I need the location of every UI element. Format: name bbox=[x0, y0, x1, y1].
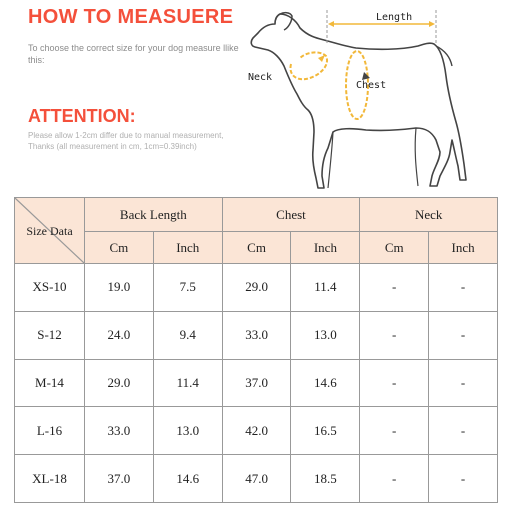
value-cell: 29.0 bbox=[84, 358, 154, 408]
table-row: XS-10 19.0 7.5 29.0 11.4 - - bbox=[14, 263, 498, 312]
size-cell: XL-18 bbox=[14, 454, 85, 503]
value-cell: 9.4 bbox=[152, 310, 223, 360]
neck-label: Neck bbox=[248, 72, 272, 83]
value-cell: - bbox=[359, 310, 430, 360]
value-cell: - bbox=[359, 406, 430, 456]
value-cell: 11.4 bbox=[152, 358, 223, 408]
value-cell: 29.0 bbox=[221, 263, 292, 312]
group-header-neck: Neck bbox=[359, 197, 498, 232]
group-header-back-length: Back Length bbox=[84, 197, 223, 232]
table-row: M-14 29.0 11.4 37.0 14.6 - - bbox=[14, 358, 498, 408]
value-cell: 7.5 bbox=[152, 263, 223, 312]
value-cell: - bbox=[428, 263, 498, 312]
size-cell: XS-10 bbox=[14, 263, 85, 312]
value-cell: - bbox=[428, 358, 498, 408]
size-cell: L-16 bbox=[14, 406, 85, 456]
corner-diagonal bbox=[15, 198, 84, 263]
table-row: XL-18 37.0 14.6 47.0 18.5 - - bbox=[14, 454, 498, 503]
value-cell: 42.0 bbox=[221, 406, 292, 456]
value-cell: - bbox=[359, 263, 430, 312]
neck-arrow-head bbox=[318, 55, 325, 62]
corner-label: Size Data bbox=[26, 223, 73, 238]
unit-header-back-cm: Cm bbox=[84, 231, 154, 264]
dog-leg-line bbox=[414, 127, 419, 187]
size-cell: M-14 bbox=[14, 358, 85, 408]
value-cell: 13.0 bbox=[152, 406, 223, 456]
value-cell: - bbox=[428, 310, 498, 360]
size-cell: S-12 bbox=[14, 310, 85, 360]
value-cell: 33.0 bbox=[221, 310, 292, 360]
value-cell: 14.6 bbox=[290, 358, 361, 408]
value-cell: 33.0 bbox=[84, 406, 154, 456]
value-cell: - bbox=[359, 454, 430, 503]
value-cell: 24.0 bbox=[84, 310, 154, 360]
dog-tail bbox=[435, 45, 453, 67]
value-cell: 14.6 bbox=[152, 454, 223, 503]
neck-measure-loop bbox=[289, 51, 328, 81]
size-data-corner: Size Data bbox=[14, 197, 85, 264]
length-arrow-head-left bbox=[328, 21, 334, 27]
size-chart-table: Size Data Back Length Chest Neck Cm Inch… bbox=[14, 197, 498, 503]
dog-silhouette bbox=[250, 13, 467, 189]
value-cell: 18.5 bbox=[290, 454, 361, 503]
length-arrow-head-right bbox=[429, 21, 435, 27]
measure-instruction: To choose the correct size for your dog … bbox=[28, 43, 239, 65]
unit-header-neck-inch: Inch bbox=[428, 231, 498, 264]
group-header-chest: Chest bbox=[221, 197, 361, 232]
value-cell: - bbox=[428, 406, 498, 456]
value-cell: 37.0 bbox=[221, 358, 292, 408]
attention-note: Please allow 1-2cm differ due to manual … bbox=[28, 130, 268, 152]
value-cell: - bbox=[428, 454, 498, 503]
dog-measurement-diagram: Length Neck Chest bbox=[248, 10, 467, 189]
dog-leg-line bbox=[327, 131, 334, 189]
attention-line-1: Please allow 1-2cm differ due to manual … bbox=[28, 131, 224, 140]
value-cell: 13.0 bbox=[290, 310, 361, 360]
chest-arrow-head bbox=[362, 72, 370, 80]
attention-line-2: Thanks (all measurement in cm, 1cm=0.39i… bbox=[28, 142, 197, 151]
value-cell: 19.0 bbox=[84, 263, 154, 312]
length-label: Length bbox=[376, 12, 412, 23]
unit-header-neck-cm: Cm bbox=[359, 231, 430, 264]
value-cell: 37.0 bbox=[84, 454, 154, 503]
dog-ear bbox=[279, 11, 293, 31]
chest-label: Chest bbox=[356, 80, 386, 91]
page-title: HOW TO MEASUERE bbox=[28, 6, 234, 28]
value-cell: 16.5 bbox=[290, 406, 361, 456]
value-cell: 47.0 bbox=[221, 454, 292, 503]
table-row: L-16 33.0 13.0 42.0 16.5 - - bbox=[14, 406, 498, 456]
value-cell: 11.4 bbox=[290, 263, 361, 312]
attention-title: ATTENTION: bbox=[28, 106, 136, 126]
value-cell: - bbox=[359, 358, 430, 408]
chest-measure-loop bbox=[345, 50, 369, 120]
unit-header-back-inch: Inch bbox=[152, 231, 223, 264]
unit-header-chest-inch: Inch bbox=[290, 231, 361, 264]
table-row: S-12 24.0 9.4 33.0 13.0 - - bbox=[14, 310, 498, 360]
unit-header-chest-cm: Cm bbox=[221, 231, 292, 264]
